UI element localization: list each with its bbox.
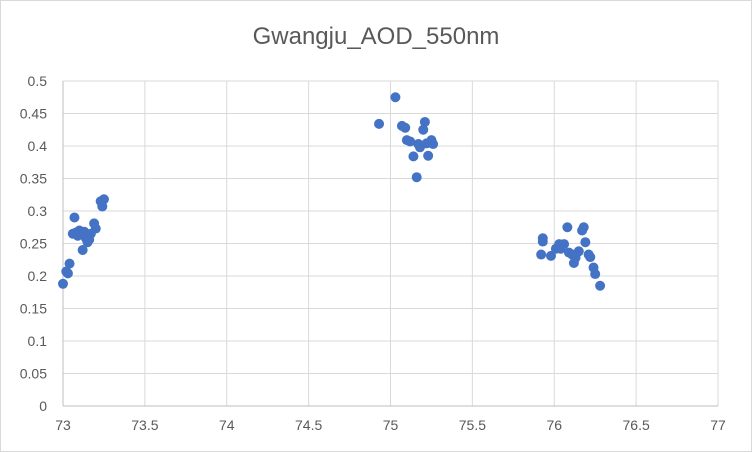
data-point — [573, 246, 584, 257]
y-tick-label: 0.15 — [20, 301, 47, 317]
data-point — [390, 92, 401, 103]
data-point — [419, 116, 430, 127]
x-tick-label: 74.5 — [295, 417, 322, 433]
x-tick-label: 76.5 — [623, 417, 650, 433]
data-point — [536, 249, 547, 260]
y-tick-label: 0.35 — [20, 171, 47, 187]
x-tick-label: 77 — [710, 417, 726, 433]
chart-title: Gwangju_AOD_550nm — [252, 23, 500, 50]
data-point — [408, 151, 419, 162]
y-tick-label: 0.1 — [28, 333, 48, 349]
x-tick-label: 73 — [55, 417, 71, 433]
data-point — [405, 136, 416, 147]
y-tick-label: 0.5 — [28, 73, 48, 89]
data-point — [428, 139, 439, 150]
data-point — [585, 252, 596, 263]
data-point — [595, 280, 606, 291]
x-tick-label: 75 — [383, 417, 399, 433]
gridlines — [63, 80, 719, 406]
y-tick-label: 0.2 — [28, 268, 48, 284]
data-point — [69, 212, 80, 223]
x-tick-label: 75.5 — [459, 417, 486, 433]
y-tick-label: 0 — [39, 398, 47, 414]
y-tick-label: 0.3 — [28, 203, 48, 219]
y-tick-label: 0.05 — [20, 366, 47, 382]
data-points — [58, 92, 606, 291]
data-point — [58, 278, 68, 289]
data-point — [411, 172, 422, 183]
data-point — [537, 236, 548, 247]
data-point — [590, 269, 601, 280]
y-tick-label: 0.45 — [20, 106, 47, 122]
data-point — [90, 223, 101, 234]
data-point — [98, 194, 109, 205]
data-point — [578, 222, 589, 233]
data-point — [418, 124, 429, 135]
y-tick-label: 0.25 — [20, 236, 47, 252]
data-point — [559, 239, 570, 250]
axes: 0 0.05 0.1 0.15 0.2 0.25 0.3 0.35 0.4 0.45 0.5 73 73… — [20, 73, 726, 433]
x-tick-label: 73.5 — [131, 417, 158, 433]
data-point — [77, 245, 88, 255]
data-point — [400, 122, 411, 133]
data-point — [62, 268, 73, 279]
data-point — [580, 237, 591, 248]
data-point — [545, 250, 556, 261]
data-point — [423, 150, 434, 161]
data-point — [562, 222, 573, 233]
data-point — [374, 118, 385, 129]
x-tick-label: 74 — [219, 417, 235, 433]
data-point — [64, 258, 75, 269]
x-tick-label: 76 — [546, 417, 562, 433]
y-tick-label: 0.4 — [28, 138, 48, 154]
